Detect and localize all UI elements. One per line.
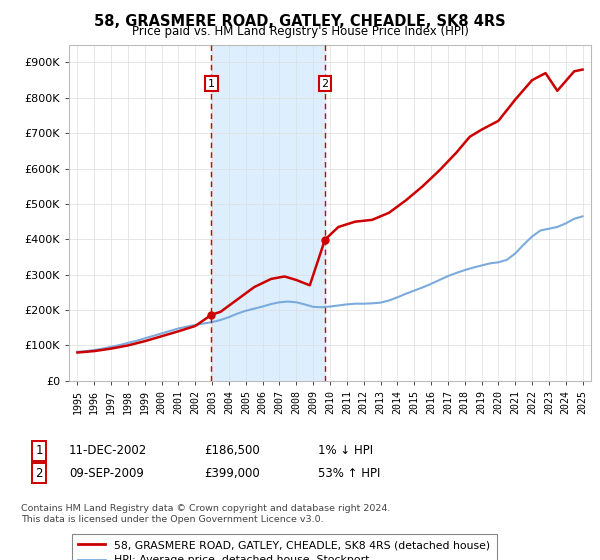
- Text: 58, GRASMERE ROAD, GATLEY, CHEADLE, SK8 4RS: 58, GRASMERE ROAD, GATLEY, CHEADLE, SK8 …: [94, 14, 506, 29]
- Text: 1% ↓ HPI: 1% ↓ HPI: [318, 444, 373, 458]
- Text: 2: 2: [35, 466, 43, 480]
- Text: Price paid vs. HM Land Registry's House Price Index (HPI): Price paid vs. HM Land Registry's House …: [131, 25, 469, 38]
- Text: 09-SEP-2009: 09-SEP-2009: [69, 466, 144, 480]
- Text: 2: 2: [322, 79, 329, 88]
- Text: 1: 1: [208, 79, 215, 88]
- Text: 1: 1: [35, 444, 43, 458]
- Text: £399,000: £399,000: [204, 466, 260, 480]
- Bar: [211, 45, 325, 381]
- Text: 53% ↑ HPI: 53% ↑ HPI: [318, 466, 380, 480]
- Text: This data is licensed under the Open Government Licence v3.0.: This data is licensed under the Open Gov…: [21, 515, 323, 524]
- Text: £186,500: £186,500: [204, 444, 260, 458]
- Text: 11-DEC-2002: 11-DEC-2002: [69, 444, 147, 458]
- Text: Contains HM Land Registry data © Crown copyright and database right 2024.: Contains HM Land Registry data © Crown c…: [21, 504, 391, 513]
- Legend: 58, GRASMERE ROAD, GATLEY, CHEADLE, SK8 4RS (detached house), HPI: Average price: 58, GRASMERE ROAD, GATLEY, CHEADLE, SK8 …: [72, 534, 497, 560]
